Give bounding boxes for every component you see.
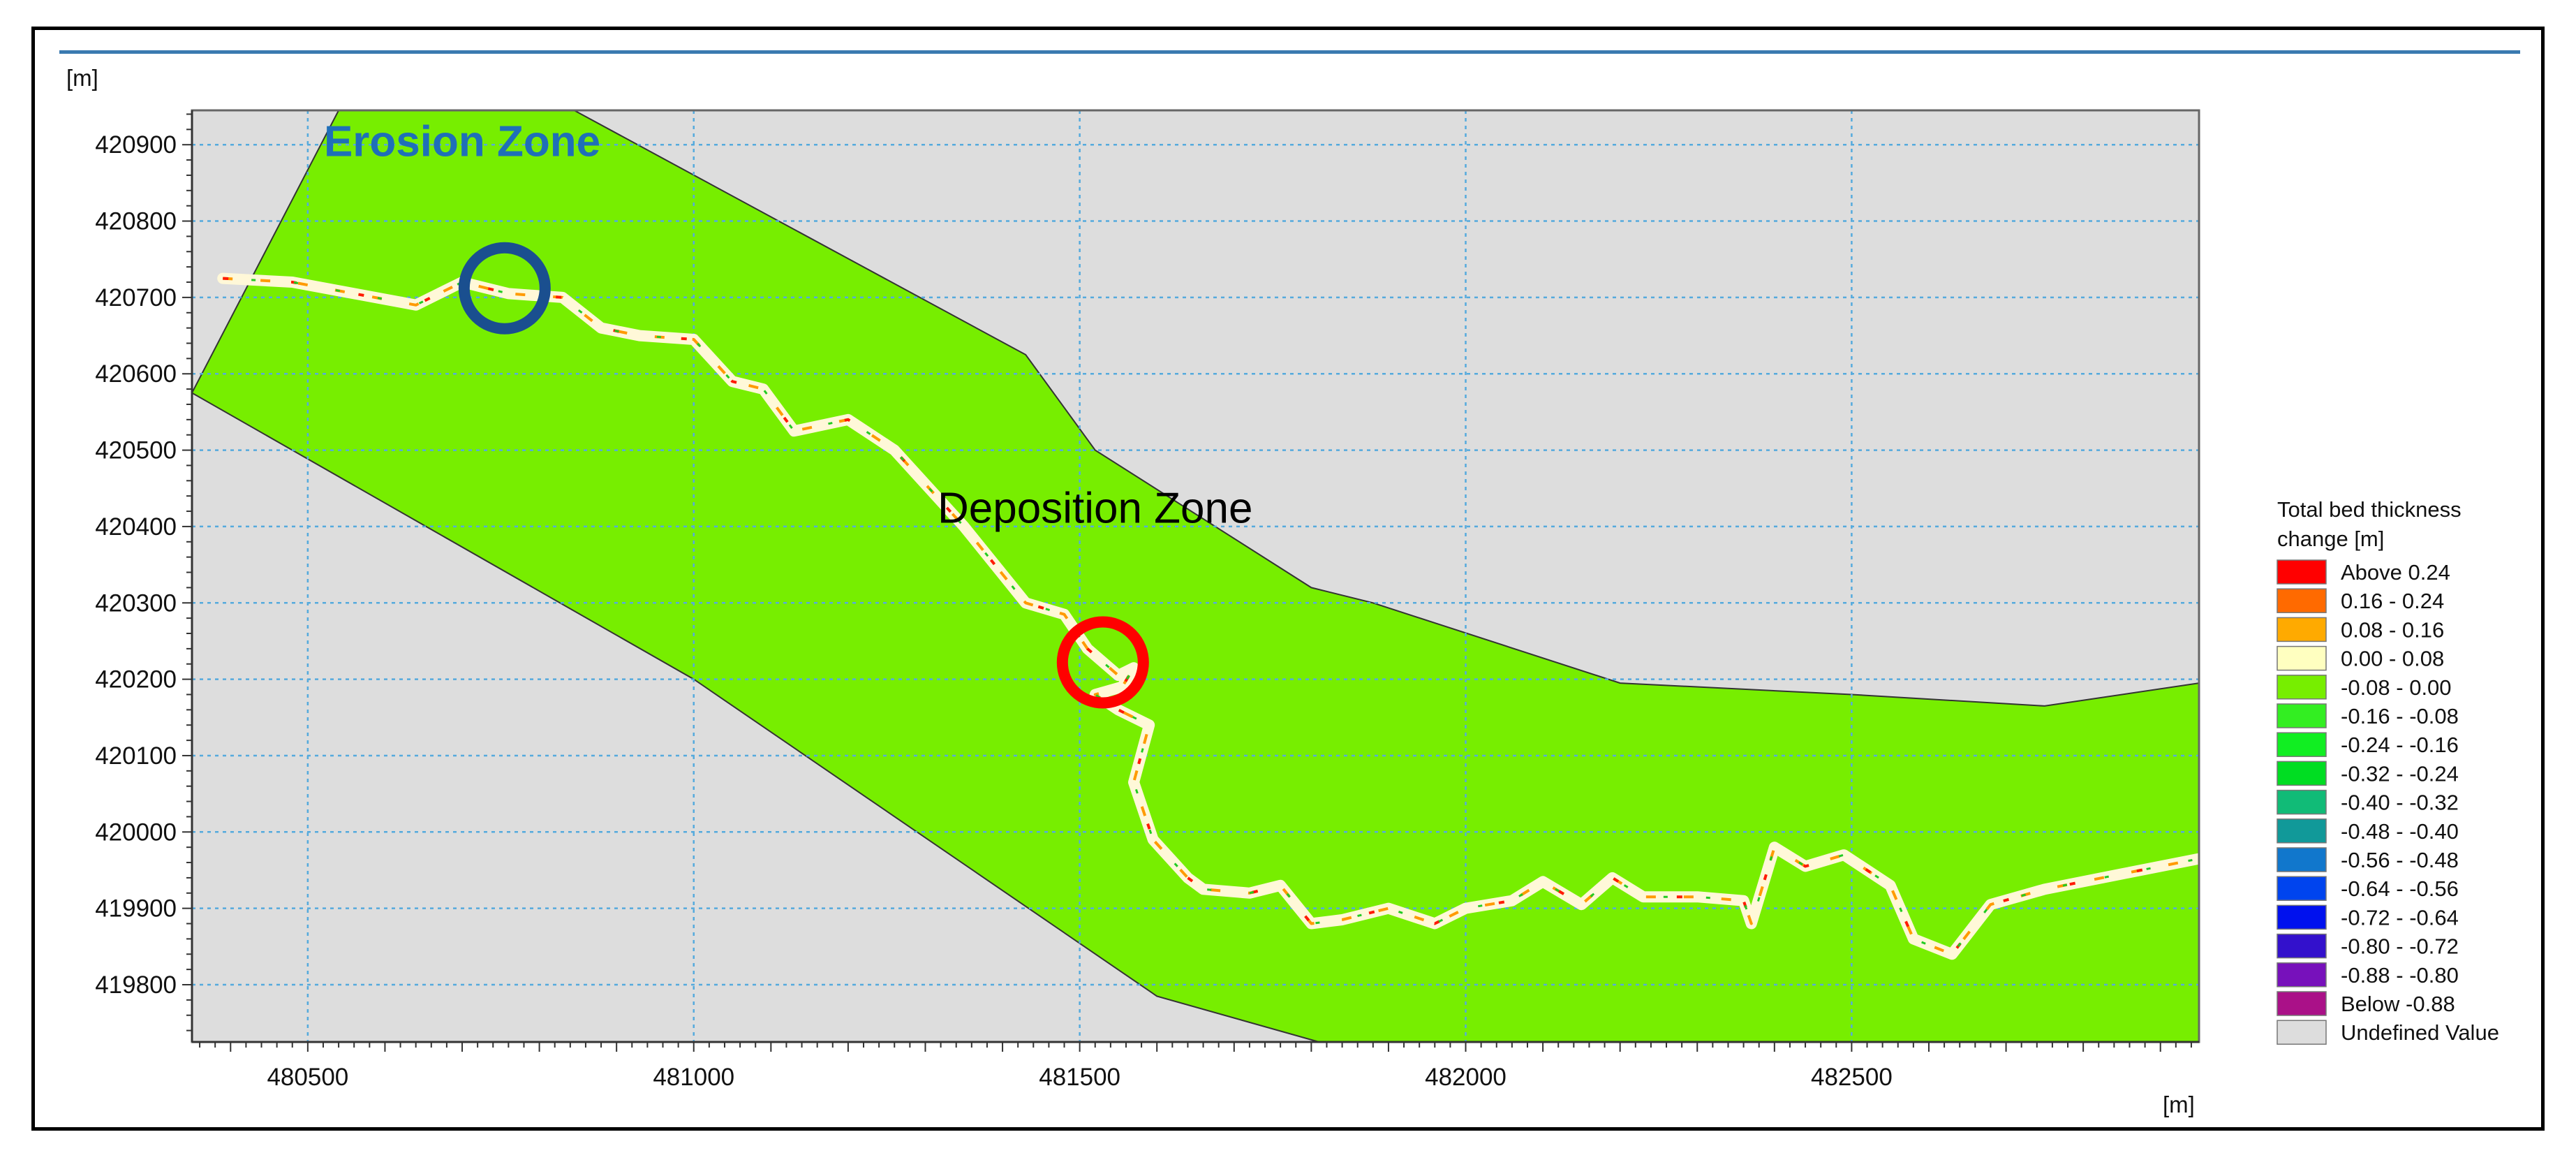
plot-area [191, 109, 2200, 1043]
legend-swatch [2277, 1020, 2327, 1045]
legend-swatch [2277, 962, 2327, 988]
legend-swatch [2277, 588, 2327, 613]
legend-label: -0.40 - -0.32 [2341, 791, 2459, 815]
y-tick-label: 419900 [95, 895, 177, 923]
legend-swatch [2277, 617, 2327, 643]
channel-accent-red [223, 277, 2199, 956]
y-tick-label: 419800 [95, 971, 177, 999]
legend-label: -0.48 - -0.40 [2341, 819, 2459, 844]
legend-swatch [2277, 991, 2327, 1016]
erosion-circle [458, 242, 551, 335]
grid [192, 110, 2199, 1042]
legend-swatch [2277, 933, 2327, 959]
legend-swatch [2277, 675, 2327, 700]
y-tick-label: 420400 [95, 513, 177, 541]
y-tick-label: 420700 [95, 284, 177, 311]
y-axis-unit: [m] [66, 65, 98, 91]
legend-swatch [2277, 761, 2327, 786]
legend-swatch [2277, 645, 2327, 671]
y-tick-label: 420500 [95, 437, 177, 464]
y-tick-label: 420100 [95, 742, 177, 770]
legend-label: Undefined Value [2341, 1020, 2499, 1045]
y-tick-label: 420800 [95, 208, 177, 235]
legend-swatch [2277, 559, 2327, 585]
legend-label: -0.80 - -0.72 [2341, 934, 2459, 959]
x-axis: 480500 481000 481500 482000 482500 [192, 1041, 2199, 1091]
y-axis: 420900 420800 420700 420600 420500 420400 4203… [95, 110, 193, 1042]
river-channel [217, 272, 2199, 960]
legend-swatch [2277, 789, 2327, 815]
legend-swatch [2277, 904, 2327, 930]
legend-label: 0.00 - 0.08 [2341, 647, 2444, 671]
y-tick-label: 420900 [95, 131, 177, 159]
legend-swatch [2277, 818, 2327, 844]
deposition-circle [1056, 616, 1149, 709]
legend-label: -0.08 - 0.00 [2341, 675, 2452, 700]
legend-label: -0.24 - -0.16 [2341, 733, 2459, 757]
x-tick-label: 482500 [1811, 1064, 1893, 1091]
deposition-zone-label: Deposition Zone [938, 484, 1253, 532]
y-tick-label: 420600 [95, 360, 177, 388]
legend-label: -0.32 - -0.24 [2341, 761, 2459, 786]
legend-label: Below -0.88 [2341, 992, 2455, 1016]
x-tick-label: 481500 [1039, 1064, 1120, 1091]
y-tick-label: 420300 [95, 589, 177, 617]
x-tick-label: 481000 [653, 1064, 734, 1091]
legend-swatch [2277, 732, 2327, 757]
legend-label: -0.16 - -0.08 [2341, 704, 2459, 728]
legend-title: change [m] [2277, 527, 2384, 551]
x-tick-label: 480500 [267, 1064, 348, 1091]
legend-swatch [2277, 876, 2327, 901]
x-axis-unit: [m] [2163, 1092, 2195, 1117]
legend-label: 0.16 - 0.24 [2341, 589, 2444, 613]
legend-label: -0.72 - -0.64 [2341, 905, 2459, 930]
legend-title: Total bed thickness [2277, 497, 2462, 522]
x-tick-label: 482000 [1425, 1064, 1507, 1091]
y-tick-label: 420000 [95, 818, 177, 846]
legend-label: -0.88 - -0.80 [2341, 963, 2459, 988]
legend-label: -0.64 - -0.56 [2341, 876, 2459, 901]
legend-label: -0.56 - -0.48 [2341, 848, 2459, 872]
legend-swatch [2277, 703, 2327, 728]
legend-label: Above 0.24 [2341, 560, 2450, 585]
erosion-zone-label: Erosion Zone [324, 118, 600, 166]
legend-label: 0.08 - 0.16 [2341, 617, 2444, 642]
annotations: Erosion Zone Deposition Zone [324, 118, 1253, 709]
y-tick-label: 420200 [95, 666, 177, 693]
legend-swatch [2277, 847, 2327, 872]
header-divider [59, 50, 2520, 54]
